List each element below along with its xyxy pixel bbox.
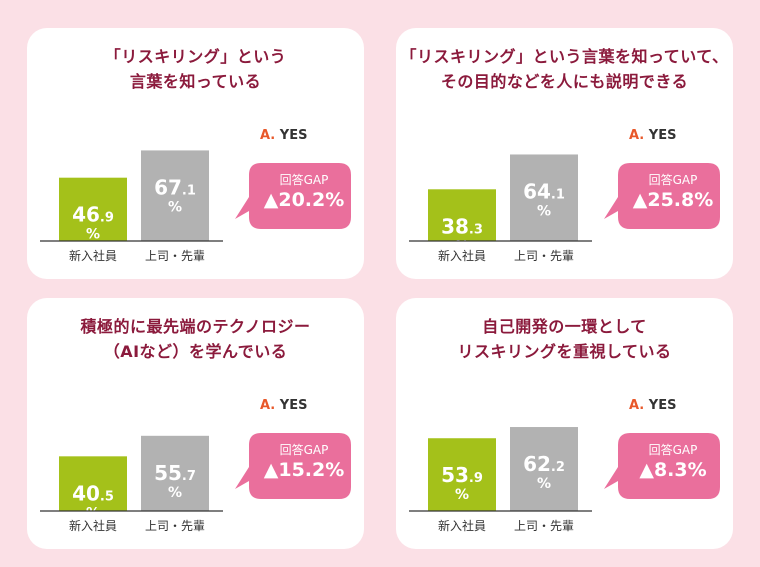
legend-yes: A. YES xyxy=(260,128,307,143)
title-line-2: リスキリングを重視している xyxy=(457,342,672,361)
panel-title: 「リスキリング」という 言葉を知っている xyxy=(27,44,364,94)
title-line-2: その目的などを人にも説明できる xyxy=(440,72,689,91)
title-line-1: 「リスキリング」という xyxy=(104,47,287,66)
bar-newcomer xyxy=(428,438,496,511)
gap-value: ▲20.2% xyxy=(263,189,345,211)
category-label: 新入社員 xyxy=(69,248,117,263)
gap-value: ▲25.8% xyxy=(632,189,714,211)
panel-2: 「リスキリング」という言葉を知っていて、 その目的などを人にも説明できる 38.… xyxy=(396,28,733,279)
value-label: 55.7 xyxy=(154,461,196,485)
title-line-1: 自己開発の一環として xyxy=(482,317,647,336)
panel-title: 「リスキリング」という言葉を知っていて、 その目的などを人にも説明できる xyxy=(396,44,733,94)
legend-yes: A. YES xyxy=(260,398,307,413)
bar-newcomer xyxy=(59,177,127,241)
bar-chart: 46.9% 新入社員 67.1% 上司・先輩 xyxy=(40,150,223,263)
value-unit: % xyxy=(537,203,551,219)
title-line-2: （AIなど）を学んでいる xyxy=(103,342,288,361)
legend-yes: A. YES xyxy=(629,398,676,413)
bar-senior xyxy=(510,427,578,511)
value-label: 62.2 xyxy=(523,452,565,476)
value-unit: % xyxy=(86,227,100,243)
value-label: 64.1 xyxy=(523,179,565,203)
panel-1: 「リスキリング」という 言葉を知っている 46.9% 新入社員 67.1% 上司・先輩… xyxy=(27,28,364,279)
bubble-shape xyxy=(604,433,720,499)
legend-prefix: A. xyxy=(629,398,645,413)
gap-bubble: 回答GAP ▲15.2% xyxy=(235,433,351,499)
bubble-shape xyxy=(604,163,720,229)
gap-label: 回答GAP xyxy=(279,443,329,457)
value-unit: % xyxy=(168,485,182,501)
value-label: 38.3 xyxy=(441,214,483,238)
value-unit: % xyxy=(168,199,182,215)
title-line-1: 「リスキリング」という言葉を知っていて、 xyxy=(400,47,729,66)
bubble-shape xyxy=(235,433,351,499)
value-label: 53.9 xyxy=(441,463,483,487)
value-label: 67.1 xyxy=(154,175,196,199)
panel-title: 積極的に最先端のテクノロジー （AIなど）を学んでいる xyxy=(27,314,364,364)
legend-value: YES xyxy=(279,398,308,413)
category-label: 上司・先輩 xyxy=(145,248,205,263)
gap-value: ▲15.2% xyxy=(263,459,345,481)
panel-3: 積極的に最先端のテクノロジー （AIなど）を学んでいる 40.5% 新入社員 55.… xyxy=(27,298,364,549)
value-label: 40.5 xyxy=(72,481,114,505)
category-label: 上司・先輩 xyxy=(145,518,205,533)
value-label: 46.9 xyxy=(72,203,114,227)
category-label: 上司・先輩 xyxy=(514,518,574,533)
title-line-1: 積極的に最先端のテクノロジー xyxy=(80,317,311,336)
bar-senior xyxy=(141,150,209,241)
gap-bubble: 回答GAP ▲20.2% xyxy=(235,163,351,229)
value-unit: % xyxy=(86,505,100,521)
value-unit: % xyxy=(455,487,469,503)
legend-prefix: A. xyxy=(629,128,645,143)
category-label: 新入社員 xyxy=(438,518,486,533)
value-unit: % xyxy=(537,476,551,492)
bar-senior xyxy=(510,154,578,241)
gap-label: 回答GAP xyxy=(648,173,698,187)
gap-bubble: 回答GAP ▲25.8% xyxy=(604,163,720,229)
legend-value: YES xyxy=(648,398,677,413)
panel-title: 自己開発の一環として リスキリングを重視している xyxy=(396,314,733,364)
bubble-shape xyxy=(235,163,351,229)
bar-senior xyxy=(141,435,209,511)
bar-chart: 53.9% 新入社員 62.2% 上司・先輩 xyxy=(409,427,592,533)
legend-value: YES xyxy=(648,128,677,143)
category-label: 新入社員 xyxy=(438,248,486,263)
gap-label: 回答GAP xyxy=(648,443,698,457)
bar-newcomer xyxy=(428,189,496,241)
title-line-2: 言葉を知っている xyxy=(129,72,262,91)
gap-bubble: 回答GAP ▲8.3% xyxy=(604,433,720,499)
legend-value: YES xyxy=(279,128,308,143)
legend-prefix: A. xyxy=(260,128,276,143)
value-unit: % xyxy=(455,238,469,254)
panel-4: 自己開発の一環として リスキリングを重視している 53.9% 新入社員 62.2% 上… xyxy=(396,298,733,549)
legend-prefix: A. xyxy=(260,398,276,413)
gap-value: ▲8.3% xyxy=(639,459,707,481)
gap-label: 回答GAP xyxy=(279,173,329,187)
category-label: 上司・先輩 xyxy=(514,248,574,263)
bar-newcomer xyxy=(59,456,127,511)
category-label: 新入社員 xyxy=(69,518,117,533)
legend-yes: A. YES xyxy=(629,128,676,143)
